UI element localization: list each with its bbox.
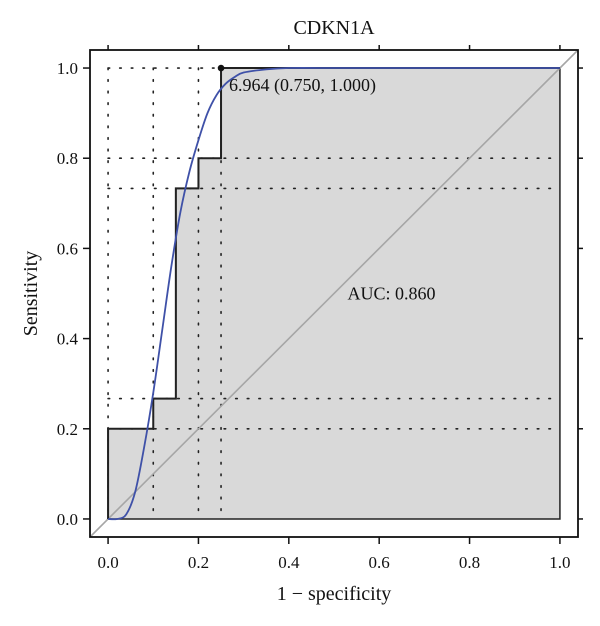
y-tick-label: 0.8	[57, 149, 78, 168]
reference-diagonal-line	[89, 49, 579, 538]
empirical-roc-step-line	[107, 67, 560, 519]
plot-frame	[89, 49, 579, 538]
auc-label: AUC: 0.860	[348, 284, 436, 304]
y-tick-label: 0.6	[57, 239, 78, 258]
x-axis-title: 1 − specificity	[277, 583, 392, 605]
x-tick-label: 0.8	[459, 553, 480, 572]
smoothed-roc-curve	[108, 67, 560, 521]
x-tick-label: 0.4	[278, 553, 300, 572]
y-axis-title: Sensitivity	[20, 251, 42, 337]
best-threshold-label: 6.964 (0.750, 1.000)	[229, 75, 376, 96]
x-tick-label: 0.0	[97, 553, 118, 572]
x-tick-label: 0.2	[188, 553, 209, 572]
axis-ticks: 0.0 0.2 0.4 0.6 0.8 1.0 0.0 0.2 0.4 0.6 0.8 1.0	[57, 45, 583, 572]
best-threshold-point	[217, 64, 225, 72]
y-tick-label: 0.4	[57, 330, 79, 349]
y-tick-label: 0.2	[57, 420, 78, 439]
y-tick-label: 0.0	[57, 510, 78, 529]
chart-title: CDKN1A	[293, 17, 375, 39]
y-tick-label: 1.0	[57, 59, 78, 78]
x-tick-label: 1.0	[549, 553, 570, 572]
x-tick-label: 0.6	[369, 553, 390, 572]
